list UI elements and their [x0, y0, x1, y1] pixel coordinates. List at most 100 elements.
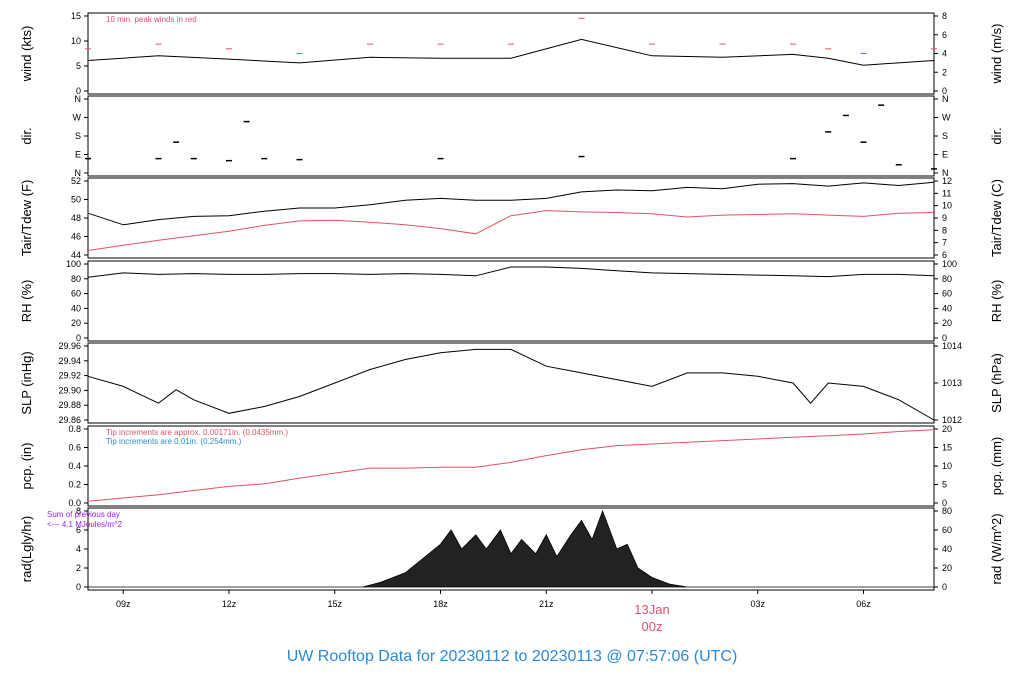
right-tick-label: 20 [942, 318, 952, 328]
x-day-label: 13Jan [634, 602, 669, 617]
right-tick-label: N [942, 168, 949, 178]
left-tick-label: 100 [66, 259, 81, 269]
right-tick-label: W [942, 113, 951, 123]
left-tick-label: N [75, 168, 82, 178]
left-tick-label: 46 [71, 232, 81, 242]
right-axis-title: Tair/Tdew (C) [989, 179, 1004, 257]
left-tick-label: 29.94 [58, 356, 81, 366]
panel-frame [87, 177, 935, 259]
right-tick-label: 40 [942, 303, 952, 313]
right-tick-label: 12 [942, 176, 952, 186]
right-tick-label: 10 [942, 461, 952, 471]
left-tick-label: 4 [76, 544, 81, 554]
right-axis-title: dir. [989, 127, 1004, 144]
right-tick-label: 60 [942, 525, 952, 535]
right-tick-label: 8 [942, 225, 947, 235]
x-tick-label: 03z [750, 599, 765, 609]
panel-rh: 0 20 40 60 80 100 0 20 40 60 80 100 RH (%) RH (%) [19, 259, 1004, 343]
right-tick-label: 4 [942, 49, 947, 59]
x-tick-label: 18z [433, 599, 448, 609]
right-tick-label: N [942, 94, 949, 104]
left-tick-label: 29.96 [58, 341, 81, 351]
right-tick-label: 6 [942, 30, 947, 40]
left-axis-title: SLP (inHg) [19, 351, 34, 414]
right-tick-label: 7 [942, 238, 947, 248]
left-tick-label: 0.4 [68, 461, 81, 471]
right-tick-label: 0 [942, 498, 947, 508]
left-axis-title: pcp. (in) [19, 443, 34, 490]
panel-wind: 0 5 10 15 0 2 4 6 8 wind (kts) wind (m/s) 10 min. p… [19, 11, 1004, 96]
right-tick-label: 1014 [942, 341, 962, 351]
right-tick-label: 11 [942, 188, 951, 198]
right-tick-label: 6 [942, 250, 947, 260]
series-line [87, 38, 935, 66]
series-line [87, 348, 935, 421]
left-tick-label: 50 [71, 195, 81, 205]
chart-footer-title: UW Rooftop Data for 20230112 to 20230113… [286, 648, 738, 665]
left-tick-label: 40 [71, 303, 81, 313]
left-tick-label: 0 [76, 582, 81, 592]
left-tick-label: 0.2 [68, 480, 81, 490]
right-tick-label: 9 [942, 213, 947, 223]
right-axis-title: RH (%) [989, 280, 1004, 323]
panel-frame [87, 12, 935, 95]
tip-annotation-blue: Tip increments are 0.01in. (0.254mm.) [106, 437, 242, 446]
left-tick-label: 0.8 [68, 424, 81, 434]
left-tick-label: 6 [76, 525, 81, 535]
left-tick-label: 52 [71, 176, 81, 186]
left-tick-label: 80 [71, 274, 81, 284]
left-tick-label: 8 [76, 506, 81, 516]
left-tick-label: 60 [71, 289, 81, 299]
panel-annotation: 10 min. peak winds in red [106, 15, 197, 24]
left-tick-label: S [75, 131, 81, 141]
series-line [87, 181, 935, 226]
right-tick-label: 8 [942, 11, 947, 21]
right-tick-label: 80 [942, 274, 952, 284]
x-tick-label: 06z [856, 599, 871, 609]
series-line [87, 210, 935, 251]
left-tick-label: 2 [76, 563, 81, 573]
series-line [87, 429, 935, 502]
right-tick-label: 5 [942, 480, 947, 490]
right-tick-label: 10 [942, 201, 952, 211]
right-tick-label: 20 [942, 424, 952, 434]
right-axis-title: rad (W/m^2) [989, 513, 1004, 584]
right-tick-label: 20 [942, 563, 952, 573]
x-tick-label: 09z [116, 599, 131, 609]
x-axis: 09z 12z 15z 18z 21z 03z 06z 13Jan 00z [116, 590, 871, 634]
right-tick-label: 60 [942, 289, 952, 299]
left-tick-label: 29.90 [58, 385, 81, 395]
left-tick-label: W [73, 113, 82, 123]
right-tick-label: 40 [942, 544, 952, 554]
radiation-area [88, 509, 934, 588]
left-axis-title: dir. [19, 127, 34, 144]
right-tick-label: 2 [942, 67, 947, 77]
left-tick-label: 0.0 [68, 498, 81, 508]
x-tick-label: 21z [539, 599, 554, 609]
left-tick-label: E [75, 150, 81, 160]
rad-sum-value: <--- 4.1 MJoules/m^2 [47, 520, 123, 529]
left-tick-label: N [75, 94, 82, 104]
right-tick-label: 80 [942, 506, 952, 516]
right-tick-label: 0 [942, 582, 947, 592]
left-axis-title: RH (%) [19, 280, 34, 323]
left-axis-title: wind (kts) [19, 26, 34, 83]
left-axis-title: rad(Lgly/hr) [19, 516, 34, 582]
right-axis-title: pcp. (mm) [989, 437, 1004, 496]
x-tick-label: 15z [327, 599, 342, 609]
panel-frame [87, 260, 935, 342]
left-axis-title: Tair/Tdew (F) [19, 180, 34, 257]
right-tick-label: 15 [942, 443, 952, 453]
left-tick-label: 44 [71, 250, 81, 260]
panel-frame [87, 342, 935, 424]
tip-annotation-red: Tip increments are approx. 0.00171in. (0… [106, 428, 288, 437]
series-line [87, 266, 935, 278]
right-tick-label: S [942, 131, 948, 141]
left-tick-label: 15 [71, 11, 81, 21]
right-tick-label: 0 [942, 333, 947, 343]
panel-slp: 29.86 29.88 29.90 29.92 29.94 29.96 1012 1013 10… [19, 341, 1004, 425]
right-tick-label: 0 [942, 86, 947, 96]
